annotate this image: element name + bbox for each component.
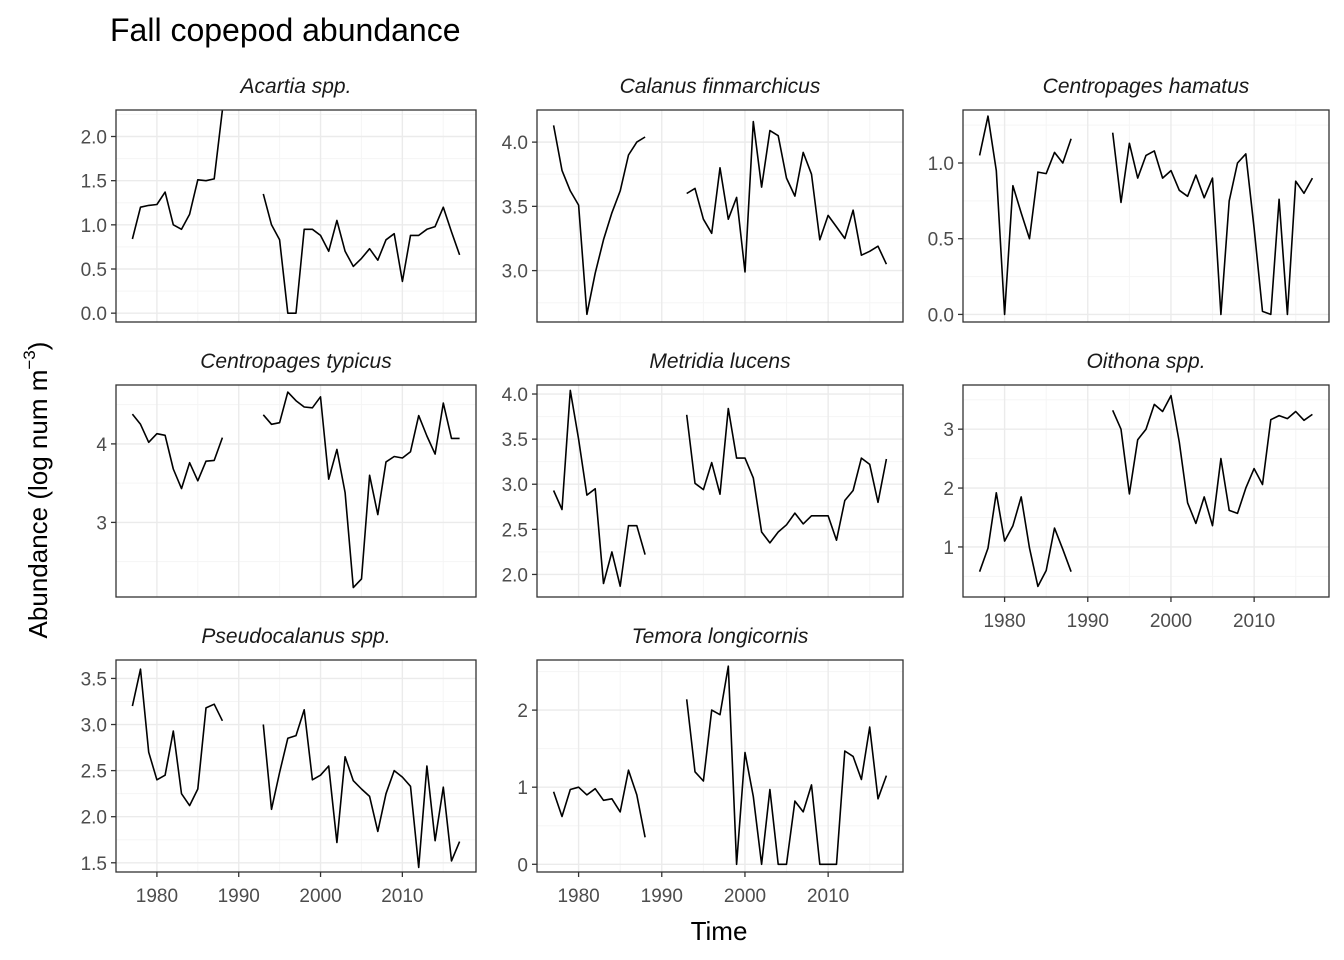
facet-label: Oithona spp. <box>1086 350 1205 373</box>
x-tick-label: 1990 <box>218 886 260 907</box>
x-tick-label: 2010 <box>381 886 423 907</box>
y-tick-label: 3.0 <box>502 475 528 496</box>
panel-metridia-lucens: Metridia lucens 2.0 2.5 3.0 3.5 4.0 <box>502 350 904 598</box>
facet-label: Metridia lucens <box>649 350 791 373</box>
panel-border <box>115 109 477 323</box>
panel-border <box>115 384 477 598</box>
x-tick-label: 2010 <box>1233 611 1275 632</box>
y-tick-label: 1.5 <box>81 172 107 193</box>
y-tick-label: 4.0 <box>502 133 528 154</box>
panel-pseudocalanus-spp: Pseudocalanus spp. 1.5 2.0 2.5 3.0 3.5 1980 199… <box>81 625 477 907</box>
y-tick-label: 2.5 <box>81 762 107 783</box>
series-line-metridia-lucens <box>552 389 888 587</box>
panel-calanus-finmarchicus: Calanus finmarchicus 3.0 3.5 4.0 <box>502 75 904 323</box>
y-tick-label: 2 <box>943 479 954 500</box>
y-tick-label: 0.5 <box>928 230 954 251</box>
y-tick-label: 3.5 <box>81 669 107 690</box>
series-line-pseudocalanus-spp <box>131 668 461 869</box>
series-line-centropages-typicus <box>131 391 460 589</box>
y-tick-label: 3 <box>96 513 107 534</box>
facet-label: Centropages typicus <box>200 350 392 373</box>
x-tick-label: 2000 <box>1150 611 1192 632</box>
y-axis-title-close: ) <box>23 342 53 351</box>
panel-oithona-spp: Oithona spp. 1 2 3 1980 1990 2000 2010 <box>943 350 1330 632</box>
y-tick-label: 0.5 <box>81 260 107 281</box>
panel-border <box>962 109 1330 323</box>
y-tick-label: 2.0 <box>81 128 107 149</box>
y-tick-label: 3.0 <box>81 716 107 737</box>
y-tick-label: 3.5 <box>502 197 528 218</box>
facet-label: Pseudocalanus spp. <box>201 625 390 648</box>
y-axis-title-exponent: −3 <box>20 350 39 369</box>
panel-border <box>536 109 904 323</box>
x-tick-label: 1980 <box>557 886 599 907</box>
y-tick-label: 1 <box>943 538 954 559</box>
x-tick-label: 1990 <box>1067 611 1109 632</box>
facet-label: Acartia spp. <box>239 75 352 98</box>
y-tick-label: 1.0 <box>81 216 107 237</box>
panel-border <box>962 384 1330 598</box>
y-axis-title: Abundance (log num m−3) <box>20 342 53 639</box>
y-tick-label: 0.0 <box>81 304 107 325</box>
y-tick-label: 1 <box>517 778 528 799</box>
y-tick-label: 3 <box>943 420 954 441</box>
facet-label: Calanus finmarchicus <box>620 75 821 98</box>
panel-acartia-spp: Acartia spp. 0.0 0.5 1.0 1.5 2.0 <box>81 75 477 325</box>
panel-centropages-hamatus: Centropages hamatus 0.0 0.5 1.0 <box>928 75 1330 326</box>
facet-label: Temora longicornis <box>632 625 809 648</box>
y-tick-label: 0.0 <box>928 305 954 326</box>
panel-centropages-typicus: Centropages typicus 3 4 <box>96 350 477 598</box>
series-line-oithona-spp <box>978 394 1313 588</box>
y-tick-label: 1.0 <box>928 154 954 175</box>
series-line-temora-longicornis <box>552 665 888 866</box>
panel-temora-longicornis: Temora longicornis 0 1 2 1980 1990 2000 2010 <box>517 625 904 907</box>
panel-border <box>115 659 477 873</box>
x-tick-label: 1990 <box>641 886 683 907</box>
y-tick-label: 4.0 <box>502 385 528 406</box>
series-line-acartia-spp <box>131 109 461 314</box>
x-axis-title: Time <box>691 916 748 946</box>
x-tick-label: 1980 <box>136 886 178 907</box>
x-tick-label: 2000 <box>299 886 341 907</box>
y-tick-label: 3.0 <box>502 262 528 283</box>
y-tick-label: 2 <box>517 701 528 722</box>
y-tick-label: 0 <box>517 855 528 876</box>
x-tick-label: 2000 <box>724 886 766 907</box>
y-tick-label: 2.0 <box>502 565 528 586</box>
y-tick-label: 1.5 <box>81 854 107 875</box>
x-tick-label: 2010 <box>807 886 849 907</box>
y-tick-label: 2.5 <box>502 520 528 541</box>
facet-label: Centropages hamatus <box>1043 75 1250 98</box>
y-tick-label: 3.5 <box>502 430 528 451</box>
y-axis-title-main: Abundance (log num m <box>23 370 53 639</box>
y-tick-label: 2.0 <box>81 808 107 829</box>
panel-border <box>536 659 904 873</box>
series-line-centropages-hamatus <box>978 115 1314 316</box>
x-tick-label: 1980 <box>983 611 1025 632</box>
series-line-calanus-finmarchicus <box>552 120 888 316</box>
facet-panels: Acartia spp. 0.0 0.5 1.0 1.5 2.0 Calanus finma… <box>81 75 1330 907</box>
panel-border <box>536 384 904 598</box>
chart-title: Fall copepod abundance <box>110 12 461 48</box>
y-tick-label: 4 <box>96 435 107 456</box>
